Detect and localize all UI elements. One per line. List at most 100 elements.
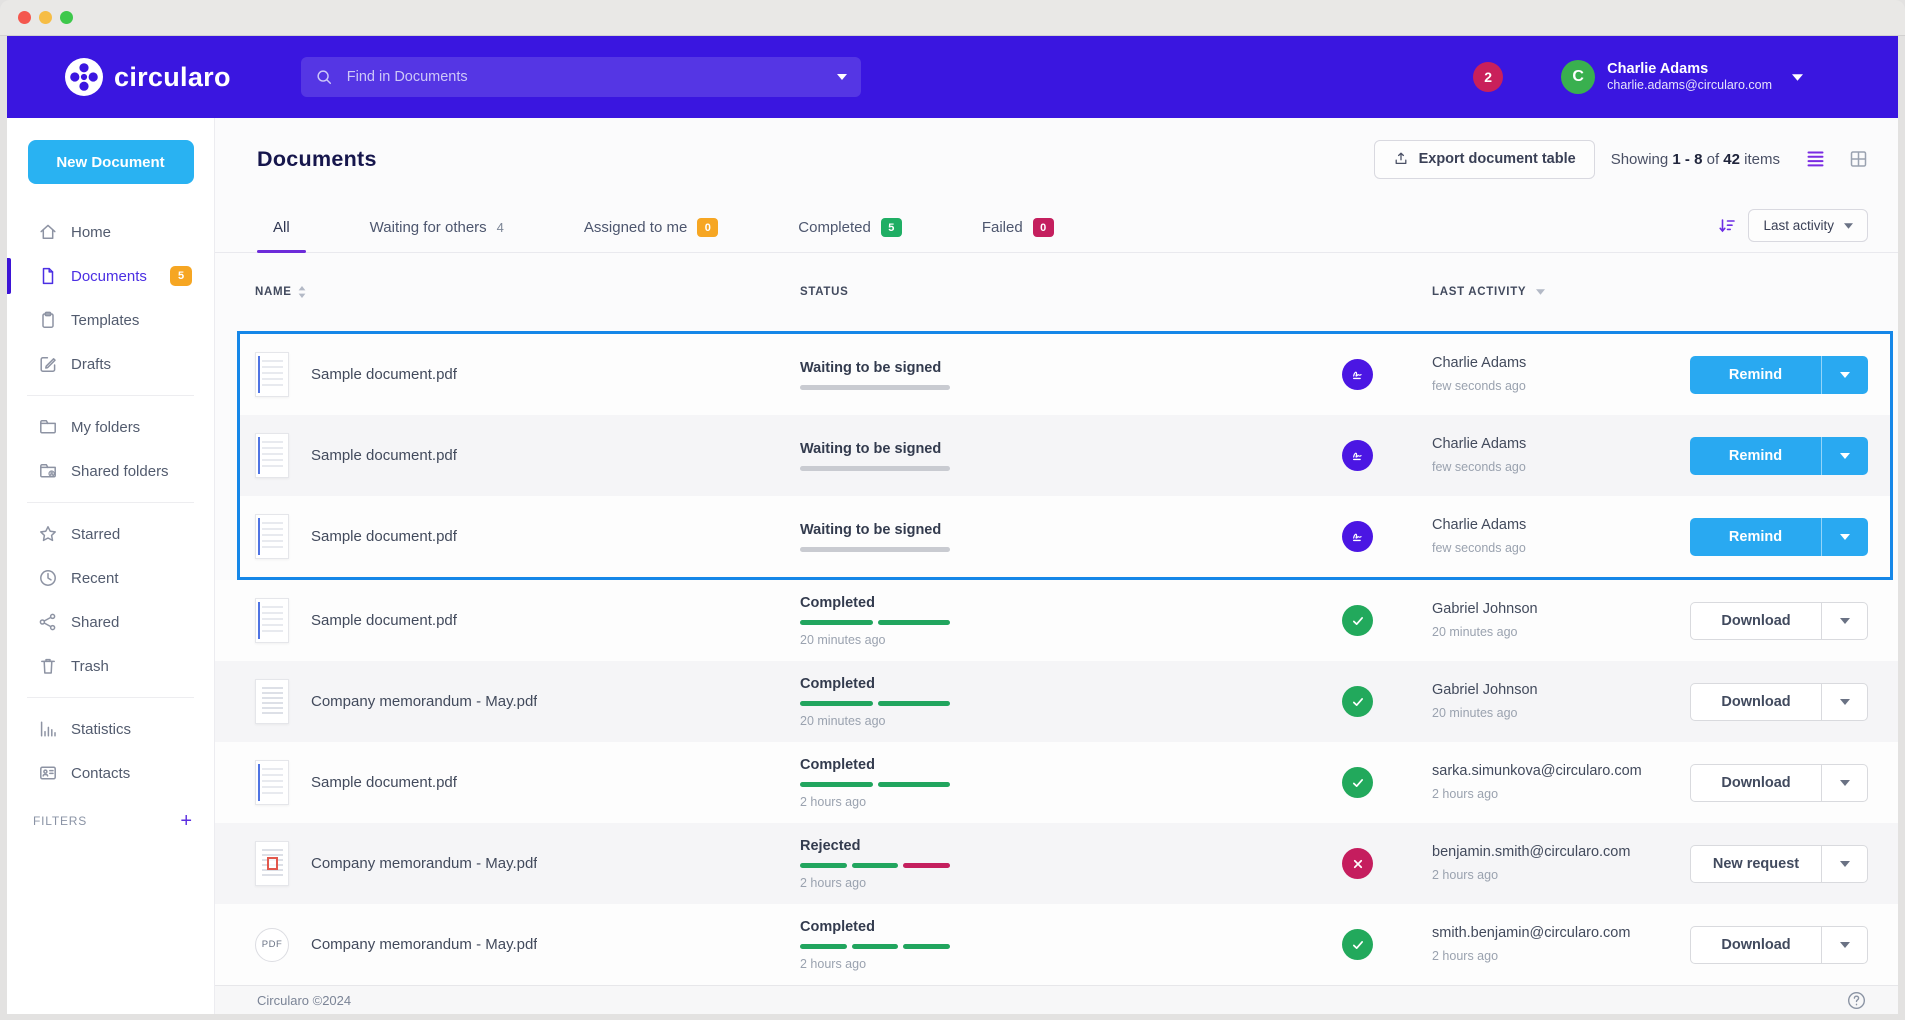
last-activity-time: few seconds ago (1432, 540, 1526, 555)
table-row[interactable]: Sample document.pdf Completed 20 minutes… (215, 580, 1898, 661)
sidebar-item-drafts[interactable]: Drafts (7, 342, 214, 386)
progress-bar (800, 384, 950, 390)
tab-failed[interactable]: Failed 0 (966, 218, 1070, 252)
remind-button[interactable]: Remind (1690, 355, 1821, 394)
sidebar-item-starred[interactable]: Starred (7, 512, 214, 556)
status-text: Rejected (800, 837, 861, 854)
tab-assigned-to-me[interactable]: Assigned to me 0 (568, 218, 734, 252)
table-row[interactable]: Company memorandum - May.pdf Completed 2… (215, 661, 1898, 742)
main-content: Documents Export document table Showing … (215, 118, 1898, 1014)
search-icon (315, 68, 333, 86)
sidebar-item-shared-folders[interactable]: Shared folders (7, 449, 214, 493)
progress-bar (800, 700, 950, 706)
table-row[interactable]: Sample document.pdf Waiting to be signed… (240, 334, 1890, 415)
search-input[interactable] (344, 68, 825, 86)
sidebar-item-shared[interactable]: Shared (7, 600, 214, 644)
logo-text: circularo (114, 61, 231, 92)
last-activity-time: few seconds ago (1432, 459, 1526, 474)
sample-doc-thumbnail-icon (255, 352, 289, 397)
check-status-icon (1342, 929, 1373, 960)
sidebar-item-templates[interactable]: Templates (7, 298, 214, 342)
tabs: All Waiting for others 4 Assigned to me … (257, 218, 1070, 253)
new-document-button[interactable]: New Document (27, 140, 194, 184)
table-row[interactable]: Sample document.pdf Completed 2 hours ag… (215, 742, 1898, 823)
signature-status-icon (1342, 359, 1373, 390)
page-title: Documents (257, 146, 377, 171)
tab-completed[interactable]: Completed 5 (782, 218, 918, 252)
table-row[interactable]: Company memorandum - May.pdf Rejected 2 … (215, 823, 1898, 904)
progress-bar (800, 943, 951, 949)
memo-thumbnail-icon (255, 679, 289, 724)
action-dropdown-caret[interactable] (1821, 682, 1868, 721)
last-activity-actor: smith.benjamin@circularo.com (1432, 925, 1631, 942)
add-filter-button[interactable]: + (180, 810, 192, 832)
maximize-window-icon[interactable] (60, 11, 73, 24)
table-header: NAME STATUS LAST ACTIVITY (215, 253, 1898, 331)
document-icon (38, 266, 58, 286)
app-window: circularo 2 C Charlie Adams charlie.adam… (7, 36, 1898, 1014)
avatar[interactable]: C (1561, 60, 1596, 94)
action-dropdown-caret[interactable] (1821, 355, 1868, 394)
tab-count-badge: 0 (1032, 218, 1054, 237)
download-button[interactable]: Download (1690, 925, 1821, 964)
status-time: 2 hours ago (800, 875, 867, 890)
action-dropdown-caret[interactable] (1821, 517, 1868, 556)
pdf-thumbnail-icon: PDF (255, 927, 289, 962)
sample-doc-thumbnail-icon (255, 598, 289, 643)
action-dropdown-caret[interactable] (1821, 925, 1868, 964)
download-button[interactable]: Download (1690, 601, 1821, 640)
sidebar-nav: Home Documents 5 Templates Drafts My fol… (7, 210, 214, 795)
sidebar-item-home[interactable]: Home (7, 210, 214, 254)
sidebar-item-documents[interactable]: Documents 5 (7, 254, 214, 298)
sort-by-dropdown[interactable]: Last activity (1748, 209, 1868, 242)
action-dropdown-caret[interactable] (1821, 844, 1868, 883)
showing-range: 1 - 8 (1672, 150, 1703, 168)
sidebar-item-contacts[interactable]: Contacts (7, 751, 214, 795)
minimize-window-icon[interactable] (39, 11, 52, 24)
download-button[interactable]: Download (1690, 763, 1821, 802)
action-dropdown-caret[interactable] (1821, 601, 1868, 640)
grid-view-icon[interactable] (1849, 150, 1868, 168)
new-request-button[interactable]: New request (1690, 844, 1821, 883)
clock-icon (38, 568, 58, 588)
download-button[interactable]: Download (1690, 682, 1821, 721)
column-header-last-activity[interactable]: LAST ACTIVITY (1432, 286, 1690, 298)
tab-count-badge: 0 (697, 218, 719, 237)
progress-bar (800, 465, 950, 471)
showing-total: 42 (1723, 150, 1740, 168)
home-icon (38, 222, 58, 242)
user-menu-caret-icon[interactable] (1792, 73, 1803, 81)
table-row[interactable]: Sample document.pdf Waiting to be signed… (240, 496, 1890, 577)
help-icon[interactable] (1847, 991, 1866, 1010)
search-scope-caret-icon[interactable] (836, 74, 847, 80)
sidebar-item-my-folders[interactable]: My folders (7, 405, 214, 449)
close-window-icon[interactable] (18, 11, 31, 24)
list-view-icon[interactable] (1806, 150, 1825, 168)
tab-waiting-for-others[interactable]: Waiting for others 4 (369, 219, 504, 236)
action-dropdown-caret[interactable] (1821, 436, 1868, 475)
table-row[interactable]: Sample document.pdf Waiting to be signed… (240, 415, 1890, 496)
user-meta[interactable]: Charlie Adams charlie.adams@circularo.co… (1607, 60, 1772, 94)
progress-bar (800, 862, 951, 868)
last-activity-actor: Charlie Adams (1432, 517, 1527, 534)
circularo-logo[interactable]: circularo (65, 58, 231, 96)
remind-button[interactable]: Remind (1690, 517, 1821, 556)
tab-all[interactable]: All (257, 218, 306, 253)
action-dropdown-caret[interactable] (1821, 763, 1868, 802)
notification-badge[interactable]: 2 (1473, 62, 1504, 92)
status-text: Waiting to be signed (800, 440, 942, 457)
remind-button[interactable]: Remind (1690, 436, 1821, 475)
sort-direction-icon[interactable] (1718, 218, 1736, 233)
progress-bar (800, 781, 950, 787)
last-activity-time: 2 hours ago (1432, 786, 1499, 801)
window-titlebar (0, 0, 1905, 36)
sidebar-item-recent[interactable]: Recent (7, 556, 214, 600)
search-box[interactable] (300, 57, 861, 97)
chart-icon (38, 719, 58, 739)
sidebar-item-statistics[interactable]: Statistics (7, 707, 214, 751)
column-header-name[interactable]: NAME (255, 286, 800, 298)
last-activity-time: 2 hours ago (1432, 948, 1499, 963)
table-row[interactable]: PDF Company memorandum - May.pdf Complet… (215, 904, 1898, 985)
sidebar-item-trash[interactable]: Trash (7, 644, 214, 688)
export-document-table-button[interactable]: Export document table (1373, 139, 1595, 179)
